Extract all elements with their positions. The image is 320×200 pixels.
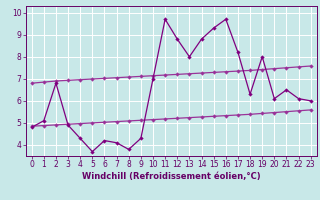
- X-axis label: Windchill (Refroidissement éolien,°C): Windchill (Refroidissement éolien,°C): [82, 172, 260, 181]
